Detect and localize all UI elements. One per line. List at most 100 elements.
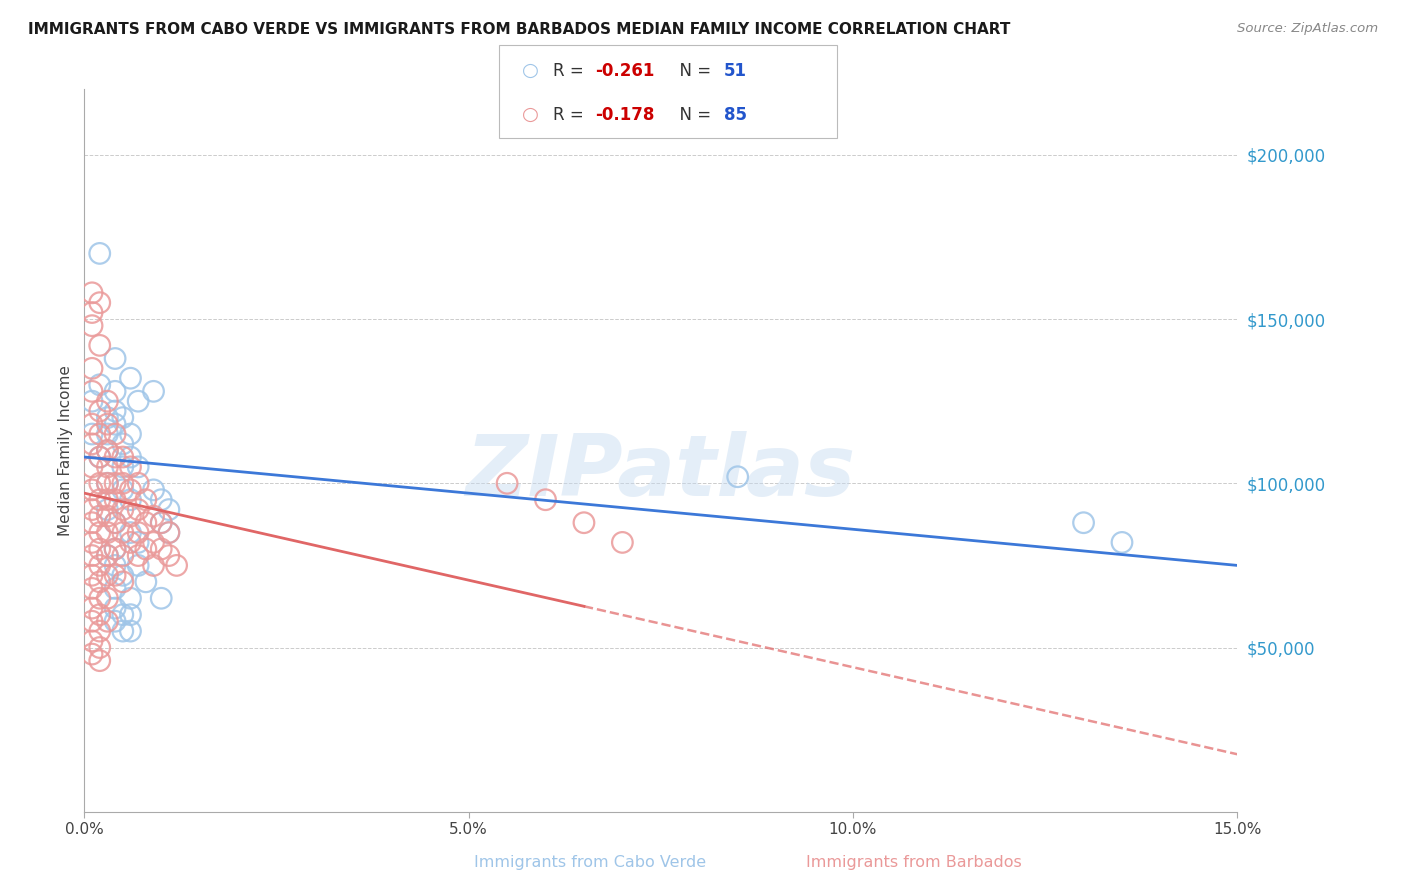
Point bbox=[612, 535, 634, 549]
Point bbox=[80, 568, 103, 582]
Point bbox=[120, 450, 142, 464]
Point bbox=[111, 525, 134, 540]
Point bbox=[150, 516, 173, 530]
Point bbox=[89, 450, 111, 464]
Point bbox=[166, 558, 188, 573]
Point bbox=[96, 502, 118, 516]
Point bbox=[96, 549, 118, 563]
Point bbox=[89, 654, 111, 668]
Point bbox=[96, 427, 118, 442]
Point bbox=[96, 394, 118, 409]
Point bbox=[135, 516, 157, 530]
Point bbox=[96, 614, 118, 628]
Point bbox=[104, 516, 127, 530]
Point bbox=[80, 549, 103, 563]
Point bbox=[80, 634, 103, 648]
Point bbox=[157, 525, 180, 540]
Point bbox=[104, 541, 127, 556]
Point bbox=[111, 568, 134, 582]
Point bbox=[80, 417, 103, 432]
Point bbox=[111, 574, 134, 589]
Text: N =: N = bbox=[669, 106, 717, 124]
Point bbox=[104, 568, 127, 582]
Point bbox=[80, 459, 103, 474]
Point bbox=[111, 437, 134, 451]
Text: 51: 51 bbox=[724, 62, 747, 79]
Point bbox=[120, 483, 142, 497]
Point bbox=[96, 443, 118, 458]
Point bbox=[104, 541, 127, 556]
Point bbox=[120, 607, 142, 622]
Point bbox=[127, 558, 149, 573]
Point bbox=[80, 535, 103, 549]
Point bbox=[96, 476, 118, 491]
Point bbox=[120, 371, 142, 385]
Point bbox=[111, 450, 134, 464]
Point bbox=[89, 640, 111, 655]
Point bbox=[96, 509, 118, 524]
Point bbox=[142, 509, 165, 524]
Point bbox=[104, 614, 127, 628]
Point bbox=[80, 285, 103, 300]
Point bbox=[142, 535, 165, 549]
Point bbox=[89, 558, 111, 573]
Point bbox=[127, 502, 149, 516]
Point bbox=[80, 483, 103, 497]
Point bbox=[80, 384, 103, 399]
Point bbox=[104, 384, 127, 399]
Point bbox=[572, 516, 595, 530]
Text: 85: 85 bbox=[724, 106, 747, 124]
Point bbox=[96, 417, 118, 432]
Point bbox=[89, 246, 111, 260]
Point bbox=[142, 558, 165, 573]
Point bbox=[89, 607, 111, 622]
Text: Immigrants from Cabo Verde: Immigrants from Cabo Verde bbox=[474, 855, 707, 870]
Point bbox=[104, 351, 127, 366]
Point bbox=[111, 549, 134, 563]
Point bbox=[127, 476, 149, 491]
Point bbox=[89, 427, 111, 442]
Point bbox=[142, 483, 165, 497]
Point bbox=[120, 591, 142, 606]
Point bbox=[150, 516, 173, 530]
Point bbox=[104, 492, 127, 507]
Point bbox=[89, 295, 111, 310]
Point bbox=[89, 591, 111, 606]
Text: R =: R = bbox=[553, 106, 589, 124]
Text: ○: ○ bbox=[522, 62, 538, 80]
Point bbox=[80, 437, 103, 451]
Point bbox=[89, 338, 111, 352]
Point bbox=[104, 601, 127, 615]
Point bbox=[80, 601, 103, 615]
Point bbox=[80, 502, 103, 516]
Point bbox=[89, 476, 111, 491]
Text: ZIPatlas: ZIPatlas bbox=[465, 431, 856, 514]
Text: ○: ○ bbox=[522, 105, 538, 124]
Point bbox=[104, 450, 127, 464]
Point bbox=[96, 525, 118, 540]
Point bbox=[89, 525, 111, 540]
Point bbox=[104, 582, 127, 596]
Text: -0.261: -0.261 bbox=[595, 62, 654, 79]
Point bbox=[104, 427, 127, 442]
Point bbox=[1111, 535, 1133, 549]
Point bbox=[96, 459, 118, 474]
Point bbox=[96, 443, 118, 458]
Point bbox=[135, 492, 157, 507]
Text: N =: N = bbox=[669, 62, 717, 79]
Text: IMMIGRANTS FROM CABO VERDE VS IMMIGRANTS FROM BARBADOS MEDIAN FAMILY INCOME CORR: IMMIGRANTS FROM CABO VERDE VS IMMIGRANTS… bbox=[28, 22, 1011, 37]
Point bbox=[80, 427, 103, 442]
Point bbox=[80, 318, 103, 333]
Point bbox=[80, 582, 103, 596]
Point bbox=[142, 384, 165, 399]
Point bbox=[127, 525, 149, 540]
Point bbox=[127, 549, 149, 563]
Point bbox=[111, 410, 134, 425]
Point bbox=[104, 404, 127, 418]
Point bbox=[80, 647, 103, 661]
Point bbox=[111, 624, 134, 639]
Point bbox=[89, 541, 111, 556]
Point bbox=[1073, 516, 1095, 530]
Point bbox=[135, 541, 157, 556]
Point bbox=[80, 361, 103, 376]
